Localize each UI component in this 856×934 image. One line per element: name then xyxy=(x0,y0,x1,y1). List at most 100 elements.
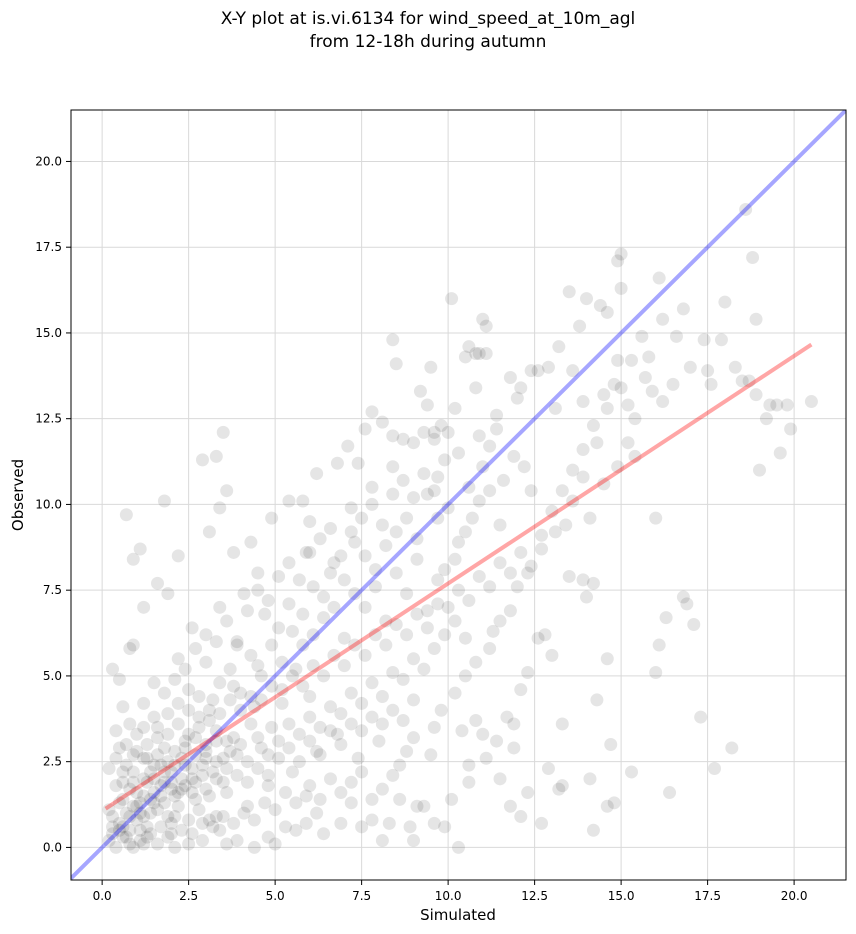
data-point xyxy=(773,446,787,460)
data-point xyxy=(621,398,635,412)
data-point xyxy=(507,449,521,463)
data-point xyxy=(417,662,431,676)
data-point xyxy=(185,762,199,776)
data-point xyxy=(410,799,424,813)
data-point xyxy=(431,470,445,484)
data-point xyxy=(759,412,773,426)
data-point xyxy=(656,395,670,409)
data-point xyxy=(275,683,289,697)
data-point xyxy=(285,669,299,683)
data-point xyxy=(154,779,168,793)
data-point xyxy=(555,779,569,793)
data-point xyxy=(375,834,389,848)
data-point xyxy=(303,710,317,724)
data-point xyxy=(161,810,175,824)
data-point xyxy=(493,518,507,532)
data-point xyxy=(323,521,337,535)
data-point xyxy=(126,552,140,566)
data-point xyxy=(427,720,441,734)
data-point xyxy=(486,624,500,638)
data-point xyxy=(289,796,303,810)
data-point xyxy=(244,690,258,704)
data-point xyxy=(469,655,483,669)
data-point xyxy=(389,357,403,371)
data-point xyxy=(272,569,286,583)
data-point xyxy=(635,329,649,343)
data-point xyxy=(112,816,126,830)
data-point xyxy=(517,460,531,474)
data-point xyxy=(150,748,164,762)
data-point xyxy=(109,840,123,854)
data-point xyxy=(728,360,742,374)
data-point xyxy=(116,775,130,789)
data-point xyxy=(410,532,424,546)
data-point xyxy=(438,820,452,834)
data-point xyxy=(282,556,296,570)
data-point xyxy=(725,741,739,755)
data-point xyxy=(123,823,137,837)
data-point xyxy=(348,535,362,549)
data-point xyxy=(150,803,164,817)
data-point xyxy=(507,741,521,755)
data-point xyxy=(472,347,486,361)
data-point xyxy=(133,834,147,848)
data-point xyxy=(303,545,317,559)
data-point xyxy=(106,827,120,841)
data-point xyxy=(185,827,199,841)
data-point xyxy=(562,569,576,583)
data-point xyxy=(102,834,116,848)
data-point xyxy=(192,710,206,724)
data-point xyxy=(144,827,158,841)
data-point xyxy=(157,741,171,755)
data-point xyxy=(479,319,493,333)
data-point xyxy=(112,741,126,755)
data-point xyxy=(144,765,158,779)
data-point xyxy=(140,751,154,765)
data-point xyxy=(379,638,393,652)
y-tick-label: 12.5 xyxy=(35,412,62,426)
data-point xyxy=(521,665,535,679)
data-point xyxy=(310,744,324,758)
data-point xyxy=(628,412,642,426)
data-point xyxy=(216,775,230,789)
data-point xyxy=(268,803,282,817)
data-point xyxy=(261,830,275,844)
data-point xyxy=(292,573,306,587)
data-point xyxy=(462,593,476,607)
data-point xyxy=(240,755,254,769)
data-point xyxy=(251,731,265,745)
data-point xyxy=(327,648,341,662)
chart-title-line-1: X-Y plot at is.vi.6134 for wind_speed_at… xyxy=(220,9,636,29)
data-point xyxy=(462,775,476,789)
data-point xyxy=(483,641,497,655)
data-point xyxy=(472,494,486,508)
data-point xyxy=(448,552,462,566)
data-point xyxy=(161,830,175,844)
data-point xyxy=(365,405,379,419)
data-point xyxy=(472,429,486,443)
data-point xyxy=(465,511,479,525)
data-point xyxy=(216,425,230,439)
data-point xyxy=(126,748,140,762)
data-point xyxy=(427,816,441,830)
data-point xyxy=(137,810,151,824)
data-point xyxy=(583,511,597,525)
data-point xyxy=(213,823,227,837)
data-point xyxy=(521,786,535,800)
data-point xyxy=(171,549,185,563)
data-point xyxy=(144,792,158,806)
data-point xyxy=(292,755,306,769)
x-tick-label: 0.0 xyxy=(93,889,112,903)
data-point xyxy=(597,477,611,491)
data-point xyxy=(261,593,275,607)
data-point xyxy=(559,518,573,532)
data-point xyxy=(714,333,728,347)
data-point xyxy=(780,398,794,412)
data-point xyxy=(137,837,151,851)
data-point xyxy=(614,247,628,261)
data-point xyxy=(199,751,213,765)
data-point xyxy=(476,727,490,741)
data-point xyxy=(247,840,261,854)
data-point xyxy=(472,569,486,583)
